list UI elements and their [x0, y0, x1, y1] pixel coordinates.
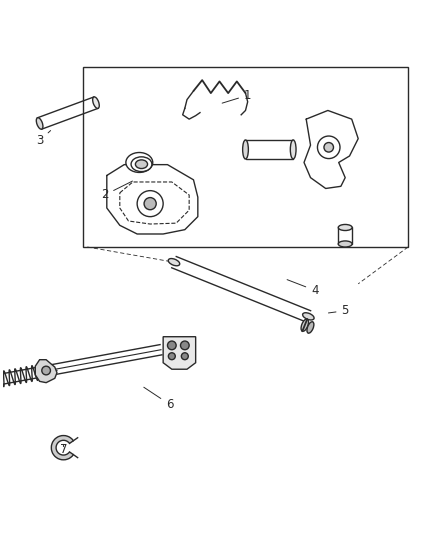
Circle shape — [168, 353, 175, 360]
Ellipse shape — [168, 259, 179, 266]
Text: 7: 7 — [60, 443, 67, 456]
Ellipse shape — [338, 224, 351, 231]
Polygon shape — [35, 360, 57, 383]
Circle shape — [180, 341, 189, 350]
Text: 5: 5 — [328, 304, 348, 317]
Ellipse shape — [302, 313, 313, 320]
Circle shape — [323, 142, 333, 152]
Ellipse shape — [306, 322, 313, 333]
Circle shape — [317, 136, 339, 159]
Ellipse shape — [242, 140, 248, 159]
Text: 6: 6 — [144, 387, 173, 411]
Ellipse shape — [290, 140, 295, 159]
Ellipse shape — [36, 118, 43, 129]
Ellipse shape — [338, 241, 351, 247]
Ellipse shape — [135, 160, 147, 168]
Circle shape — [181, 353, 188, 360]
Text: 3: 3 — [36, 131, 50, 147]
Text: 2: 2 — [101, 181, 132, 201]
Text: 4: 4 — [286, 280, 318, 297]
Circle shape — [42, 366, 50, 375]
Ellipse shape — [131, 157, 152, 172]
Ellipse shape — [126, 152, 152, 173]
Circle shape — [137, 191, 163, 216]
Ellipse shape — [300, 319, 308, 332]
Polygon shape — [163, 337, 195, 369]
Text: 1: 1 — [222, 89, 251, 103]
Ellipse shape — [92, 97, 99, 108]
Circle shape — [167, 341, 176, 350]
Wedge shape — [51, 435, 73, 460]
Bar — [83, 67, 407, 247]
Circle shape — [144, 198, 156, 209]
